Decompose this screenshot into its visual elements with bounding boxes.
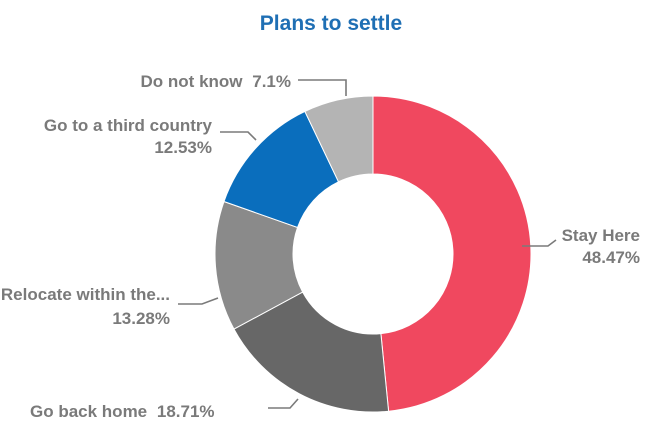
leader-line-relocate [178, 297, 219, 305]
slice-value-go-back-home: 18.71% [157, 402, 215, 421]
leader-line-stay-here [522, 239, 557, 247]
slice-label-go-back-home: Go back home 18.71% [30, 402, 215, 421]
slice-name-do-not-know: Do not know [141, 72, 244, 91]
slice-value-third-country: 12.53% [154, 138, 212, 157]
leader-line-third-country [220, 131, 257, 141]
slice-stay-here [372, 95, 532, 412]
slice-label-stay-here: Stay Here [562, 226, 640, 245]
slice-do-not-know [304, 95, 374, 183]
slice-value-do-not-know: 7.1% [252, 72, 291, 91]
slice-go-back-home [233, 291, 390, 413]
slice-name-go-back-home: Go back home [30, 402, 147, 421]
slice-label-do-not-know: Do not know 7.1% [141, 72, 291, 91]
slice-label-third-country: Go to a third country [44, 116, 213, 135]
chart-title: Plans to settle [260, 12, 402, 35]
slice-value-relocate: 13.28% [112, 309, 170, 328]
leader-line-do-not-know [298, 79, 347, 96]
slice-label-relocate: Relocate within the... [1, 285, 170, 304]
leader-line-go-back-home [268, 398, 299, 409]
slice-value-stay-here: 48.47% [582, 248, 640, 267]
